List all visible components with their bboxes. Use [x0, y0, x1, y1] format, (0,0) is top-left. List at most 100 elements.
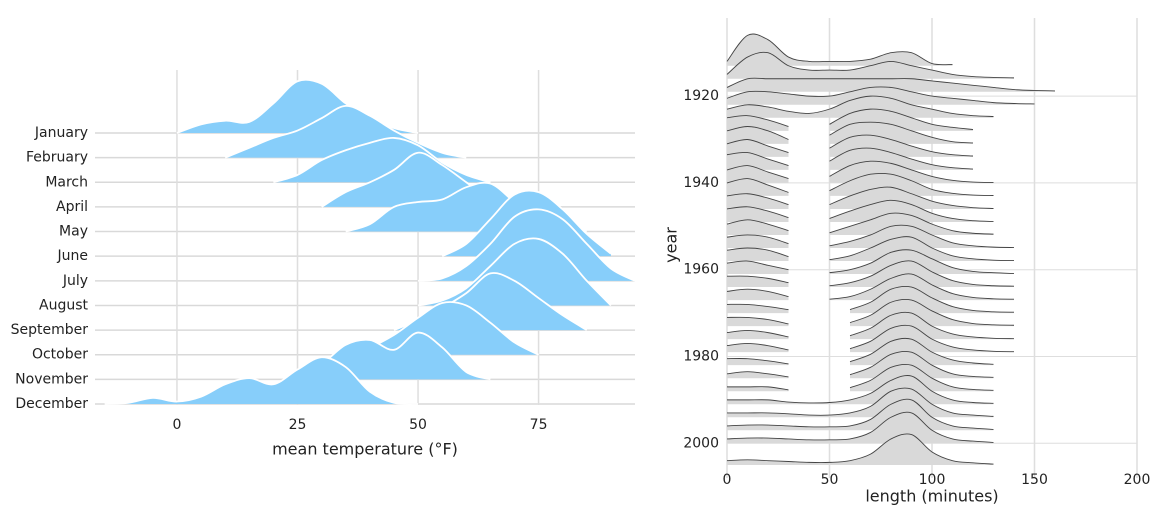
ridge-line: [829, 199, 994, 222]
ridge-area: [727, 371, 789, 379]
ridge-line: [849, 298, 1015, 326]
y-tick-label: June: [57, 248, 89, 264]
y-tick-label: September: [11, 322, 89, 338]
ridge-line: [849, 363, 994, 391]
ridge-line: [829, 212, 994, 235]
x-tick-label: 0: [723, 472, 732, 488]
ridge-line: [726, 288, 789, 298]
x-axis-label: mean temperature (°F): [272, 440, 458, 459]
ridge-line: [726, 77, 1056, 92]
ridge-line: [726, 303, 789, 311]
ridge-area: [727, 219, 789, 235]
x-tick-label: 0: [173, 417, 182, 433]
y-tick-label: March: [45, 174, 88, 190]
ridge-line: [726, 358, 789, 365]
ridge-line: [441, 189, 612, 257]
ridge-area: [829, 187, 994, 209]
ridge-line: [417, 237, 612, 307]
ridge-line: [726, 206, 789, 219]
ridge-area: [829, 249, 1014, 275]
ridge-area: [829, 200, 994, 222]
ridge-line: [726, 95, 994, 117]
ridge-area: [829, 273, 1014, 301]
ridge-line: [829, 273, 1015, 300]
ridge-line: [726, 247, 789, 258]
ridge-area: [727, 289, 789, 301]
ridge-line: [829, 186, 994, 209]
ridge-area: [727, 78, 1055, 92]
y-tick-label: July: [62, 273, 88, 289]
ridge-area: [727, 178, 789, 196]
ridge-line: [726, 330, 789, 338]
ridge-line: [727, 386, 789, 391]
ridge-line: [726, 86, 1035, 105]
ridge-area: [829, 213, 994, 235]
ridge-line: [726, 343, 789, 351]
ridge-line: [849, 337, 994, 365]
ridge-area: [727, 304, 789, 314]
ridge-area: [727, 433, 994, 465]
ridge-line: [849, 311, 1015, 340]
ridge-line: [224, 104, 467, 159]
ridge-area: [727, 375, 994, 405]
ridge-line: [726, 275, 789, 284]
ridge-area: [345, 301, 539, 355]
ridge-area: [727, 33, 953, 66]
y-tick-label: 1980: [683, 348, 719, 364]
ridge-line: [829, 172, 994, 196]
ridge-area: [727, 330, 789, 340]
ridge-area: [727, 234, 789, 248]
y-tick-label: 1920: [683, 88, 719, 104]
ridge-line: [829, 236, 1015, 262]
ridge-line: [829, 134, 974, 157]
ridge-line: [726, 219, 789, 232]
ridge-line: [726, 51, 1015, 79]
ridge-area: [727, 260, 789, 275]
y-tick-label: April: [56, 199, 88, 215]
x-tick-label: 150: [1021, 472, 1048, 488]
ridge-line: [726, 33, 953, 66]
ridge-area: [727, 52, 1014, 79]
ridge-line: [849, 285, 1015, 313]
ridge-line: [829, 260, 1015, 287]
y-tick-label: 2000: [683, 435, 719, 451]
ridge-area: [727, 206, 789, 222]
ridge-area: [727, 343, 789, 353]
x-tick-label: 50: [821, 472, 839, 488]
ridge-line: [726, 371, 789, 378]
ridge-line: [726, 165, 789, 179]
ridge-line: [829, 147, 974, 170]
ridge-line: [829, 121, 974, 144]
ridge-line: [726, 433, 994, 465]
y-tick-label: May: [59, 224, 88, 240]
ridge-line: [726, 139, 789, 153]
y-tick-label: February: [26, 150, 88, 166]
ridge-area: [829, 260, 1014, 288]
ridge-line: [726, 193, 789, 206]
ridge-area: [727, 193, 789, 209]
ridge-line: [849, 350, 994, 378]
ridge-area: [727, 86, 1035, 105]
ridge-line: [273, 137, 491, 184]
ridge-area: [727, 387, 994, 418]
ridge-area: [829, 236, 1014, 262]
ridge-line: [417, 208, 636, 282]
x-tick-label: 200: [1124, 472, 1151, 488]
ridge-line: [726, 316, 789, 325]
x-tick-label: 25: [289, 417, 307, 433]
ridge-area: [727, 317, 789, 327]
ridge-line: [829, 108, 974, 130]
ridge-area: [727, 386, 789, 392]
ridge-line: [726, 115, 789, 127]
ridge-area: [727, 399, 994, 431]
ridge-line: [727, 387, 994, 417]
ridge-line: [726, 411, 994, 443]
ridge-area: [727, 412, 994, 444]
ridge-area: [104, 357, 419, 405]
y-tick-label: 1960: [683, 262, 719, 278]
y-tick-label: August: [39, 297, 89, 313]
ridge-line: [829, 160, 994, 183]
ridge-line: [829, 224, 1015, 249]
ridge-area: [727, 358, 789, 366]
y-axis-label: year: [662, 227, 681, 263]
